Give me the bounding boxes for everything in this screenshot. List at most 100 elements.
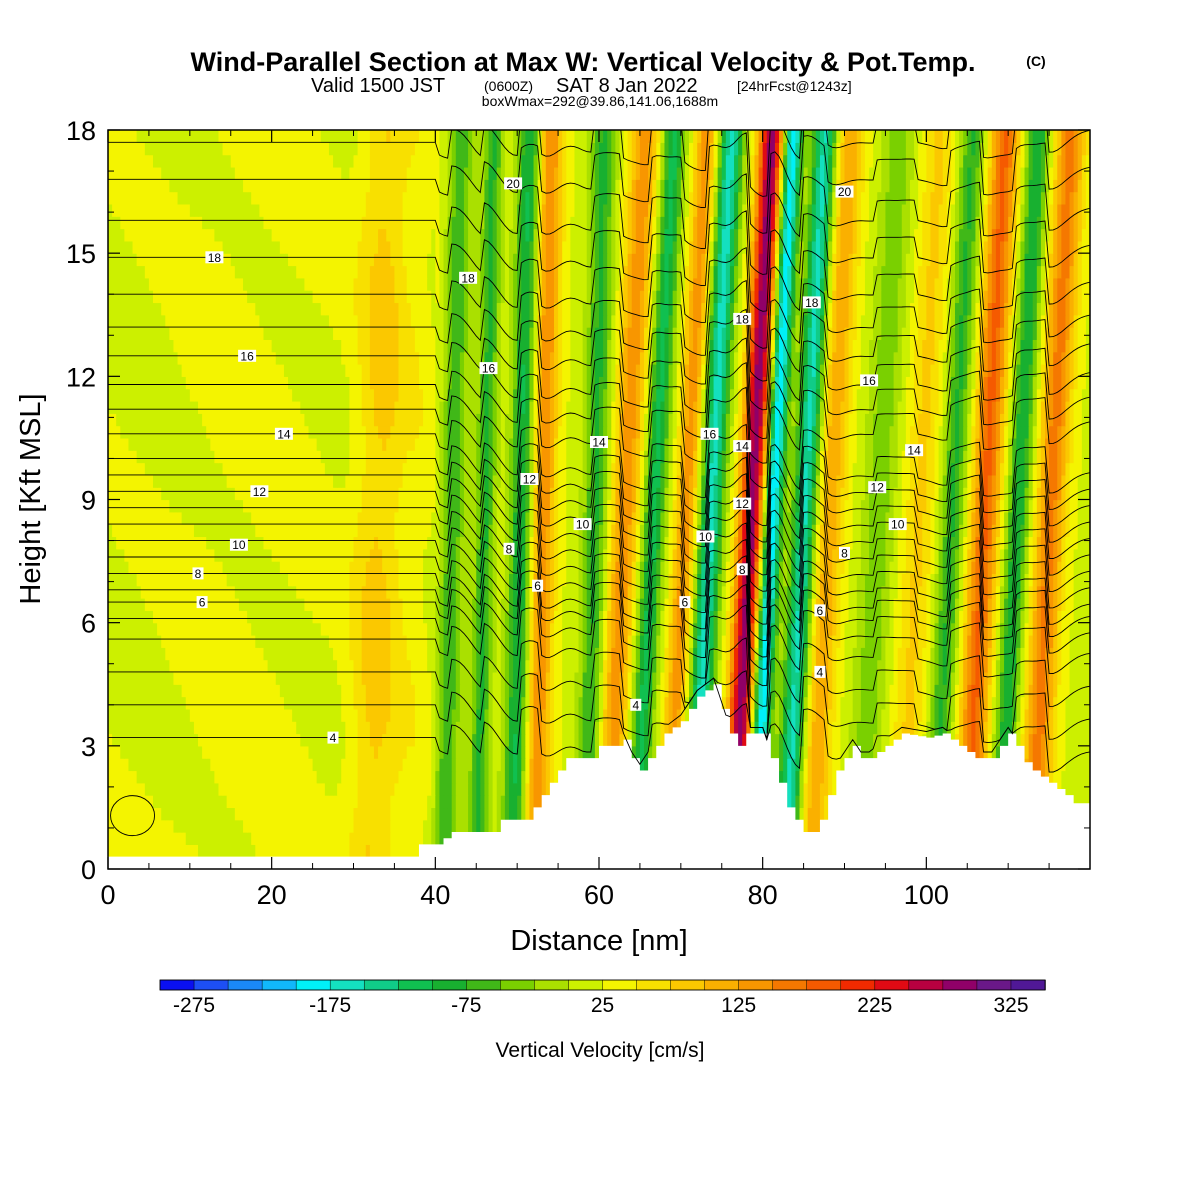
velocity-cell (889, 634, 895, 648)
velocity-cell (676, 634, 682, 648)
velocity-cell (316, 671, 322, 685)
velocity-cell (373, 634, 379, 648)
velocity-cell (222, 647, 228, 661)
velocity-cell (218, 795, 224, 809)
velocity-cell (717, 634, 723, 648)
velocity-cell (296, 696, 301, 710)
velocity-cell (189, 819, 195, 833)
velocity-cell (414, 647, 420, 661)
velocity-cell (963, 622, 968, 636)
velocity-cell (713, 671, 719, 685)
velocity-cell (443, 708, 449, 722)
velocity-cell (693, 622, 698, 636)
velocity-cell (418, 832, 424, 845)
velocity-cell (218, 610, 224, 624)
velocity-cell (193, 807, 199, 821)
velocity-cell (521, 721, 526, 735)
velocity-cell (824, 647, 829, 661)
velocity-cell (770, 622, 776, 636)
velocity-cell (504, 807, 510, 821)
velocity-cell (844, 745, 850, 759)
velocity-cell (238, 634, 244, 648)
velocity-cell (373, 696, 379, 710)
velocity-cell (202, 782, 207, 796)
velocity-cell (468, 647, 473, 661)
velocity-cell (238, 795, 244, 809)
velocity-cell (517, 745, 522, 759)
velocity-cell (279, 758, 285, 772)
velocity-cell (292, 647, 297, 661)
velocity-cell (987, 684, 993, 698)
velocity-cell (869, 684, 874, 698)
velocity-cell (848, 708, 854, 722)
velocity-cell (157, 647, 162, 661)
velocity-cell (754, 634, 760, 648)
velocity-cell (316, 844, 322, 858)
velocity-cell (169, 622, 175, 636)
velocity-cell (729, 622, 735, 636)
velocity-cell (905, 622, 911, 636)
velocity-cell (439, 819, 445, 833)
velocity-cell (926, 696, 932, 710)
velocity-cell (140, 696, 146, 710)
velocity-cell (631, 733, 637, 747)
velocity-cell (410, 610, 416, 624)
velocity-cell (791, 708, 796, 722)
velocity-cell (300, 659, 305, 673)
velocity-cell (1081, 733, 1087, 747)
velocity-cell (815, 782, 821, 796)
velocity-cell (140, 795, 146, 809)
velocity-cell (537, 770, 543, 784)
velocity-cell (1004, 721, 1009, 735)
velocity-cell (312, 832, 318, 845)
velocity-cell (275, 671, 281, 685)
velocity-cell (521, 622, 526, 636)
velocity-cell (423, 708, 428, 722)
velocity-cell (791, 758, 796, 772)
velocity-cell (844, 708, 850, 722)
velocity-cell (824, 696, 829, 710)
velocity-cell (439, 622, 445, 636)
velocity-cell (378, 708, 383, 722)
velocity-cell (1077, 647, 1083, 661)
velocity-cell (230, 671, 236, 685)
velocity-cell (508, 622, 514, 636)
velocity-cell (136, 733, 142, 747)
velocity-cell (230, 795, 236, 809)
velocity-cell (742, 622, 747, 636)
velocity-cell (672, 634, 678, 648)
velocity-cell (836, 708, 842, 722)
velocity-cell (513, 647, 518, 661)
velocity-cell (1057, 733, 1062, 747)
velocity-cell (337, 696, 342, 710)
velocity-cell (500, 696, 506, 710)
velocity-cell (361, 782, 367, 796)
velocity-cell (132, 671, 138, 685)
velocity-cell (1024, 745, 1030, 759)
velocity-cell (803, 659, 809, 673)
velocity-cell (120, 696, 125, 710)
velocity-cell (999, 684, 1005, 698)
velocity-cell (341, 647, 346, 661)
velocity-cell (243, 634, 248, 648)
velocity-cell (259, 758, 265, 772)
velocity-cell (108, 782, 113, 796)
velocity-cell (161, 659, 166, 673)
velocity-cell (414, 634, 420, 648)
velocity-cell (762, 634, 768, 648)
velocity-cell (1049, 745, 1054, 759)
velocity-cell (697, 671, 702, 685)
velocity-cell (455, 807, 461, 821)
velocity-cell (373, 832, 379, 845)
velocity-cell (247, 745, 252, 759)
velocity-cell (296, 671, 301, 685)
velocity-cell (476, 770, 481, 784)
velocity-cell (1061, 770, 1067, 784)
velocity-cell (316, 745, 322, 759)
velocity-cell (758, 696, 764, 710)
velocity-cell (517, 684, 522, 698)
velocity-cell (815, 647, 821, 661)
velocity-cell (533, 647, 539, 661)
velocity-cell (283, 782, 289, 796)
velocity-cell (390, 795, 396, 809)
